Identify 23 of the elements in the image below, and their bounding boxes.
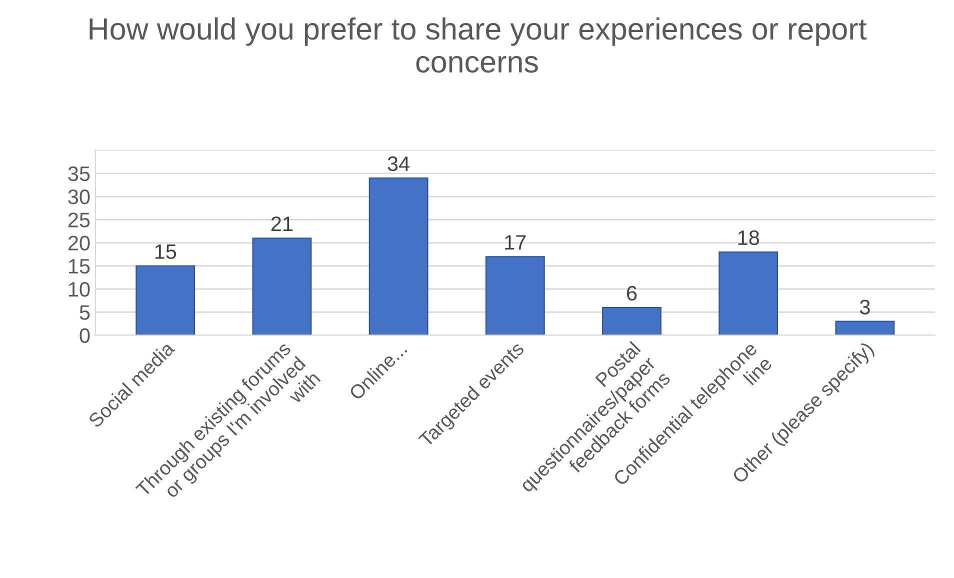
y-tick-label: 15 — [68, 259, 90, 274]
data-label: 18 — [738, 230, 760, 246]
data-label: 21 — [271, 216, 293, 232]
chart-title: How would you prefer to share your experiences or report concerns — [90, 17, 867, 73]
bar — [835, 320, 895, 336]
y-tick-label: 20 — [68, 236, 90, 251]
y-tick-label: 30 — [68, 190, 90, 204]
bar — [136, 265, 196, 336]
y-tick-label: 0 — [80, 328, 90, 343]
bar — [718, 251, 778, 336]
bar — [485, 256, 545, 336]
y-tick-label: 5 — [80, 305, 90, 320]
data-label: 15 — [155, 244, 176, 259]
bar — [252, 238, 312, 336]
bar — [368, 177, 428, 336]
bar — [602, 306, 662, 336]
data-label: 3 — [860, 300, 870, 314]
data-label: 17 — [505, 235, 526, 250]
y-tick-label: 10 — [68, 282, 90, 297]
y-tick-label: 35 — [68, 166, 90, 182]
y-tick-label: 25 — [68, 212, 90, 228]
data-label: 34 — [388, 156, 410, 172]
data-label: 6 — [627, 286, 637, 301]
